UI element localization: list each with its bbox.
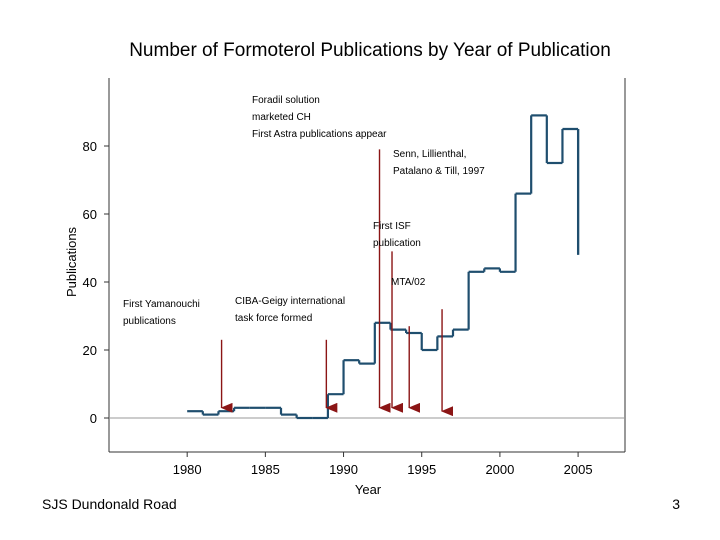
annotation-text: Patalano & Till, 1997 bbox=[393, 166, 485, 177]
annotation-text: CIBA-Geigy international bbox=[235, 296, 345, 307]
chart-title: Number of Formoterol Publications by Yea… bbox=[129, 40, 611, 61]
x-axis-label: Year bbox=[355, 482, 382, 497]
y-tick-label: 20 bbox=[83, 343, 97, 358]
annotation-text: marketed CH bbox=[252, 112, 311, 123]
y-tick-label: 80 bbox=[83, 139, 97, 154]
annotation-text: First Astra publications appear bbox=[252, 129, 387, 140]
annotation-text: Senn, Lillienthal, bbox=[393, 149, 466, 160]
y-axis-label: Publications bbox=[64, 226, 79, 297]
y-axis: 0 20 40 60 80 bbox=[83, 139, 109, 426]
x-tick-label: 2000 bbox=[485, 462, 514, 477]
x-tick-label: 1980 bbox=[173, 462, 202, 477]
series-layer bbox=[187, 114, 580, 420]
plot-frame bbox=[108, 78, 626, 453]
x-tick-label: 1985 bbox=[251, 462, 280, 477]
annotation-text: First Yamanouchi bbox=[123, 299, 200, 310]
footer-text: SJS Dundonald Road bbox=[42, 496, 177, 512]
annotation-text: Foradil solution bbox=[252, 95, 320, 106]
y-tick-label: 60 bbox=[83, 207, 97, 222]
annotation-text: publications bbox=[123, 316, 176, 327]
x-tick-label: 1995 bbox=[407, 462, 436, 477]
annotation-text: First ISF bbox=[373, 221, 411, 232]
y-tick-label: 0 bbox=[90, 411, 97, 426]
annotation-text: MTA/02 bbox=[391, 277, 426, 288]
page-number: 3 bbox=[672, 496, 680, 512]
x-tick-label: 1990 bbox=[329, 462, 358, 477]
annotation-text: publication bbox=[373, 238, 421, 249]
annotations-layer: First Yamanouchi publications CIBA-Geigy i… bbox=[123, 95, 485, 417]
y-tick-label: 40 bbox=[83, 275, 97, 290]
x-axis: 1980 1985 1990 1995 2000 2005 bbox=[173, 452, 593, 477]
annotation-text: task force formed bbox=[235, 313, 312, 324]
x-tick-label: 2005 bbox=[564, 462, 593, 477]
